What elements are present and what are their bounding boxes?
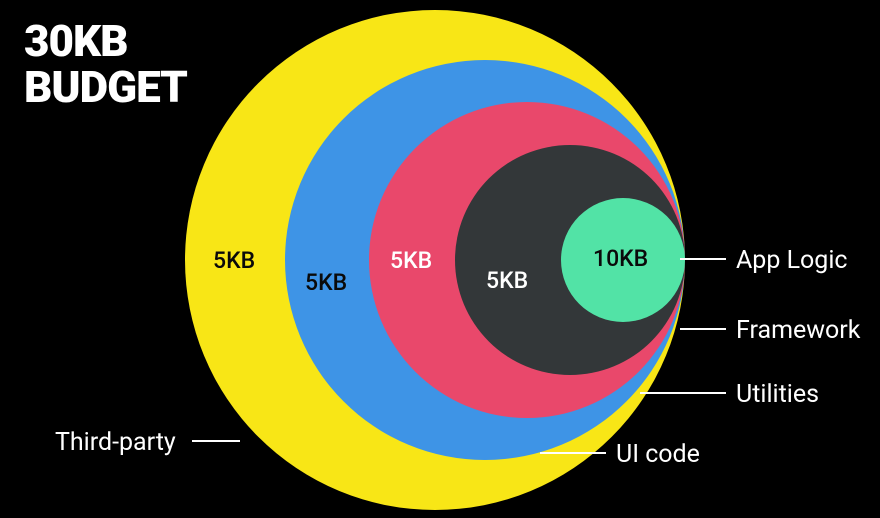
connector-third-party	[192, 440, 240, 442]
title-line2: BUDGET	[24, 61, 187, 113]
connector-ui-code	[540, 452, 606, 454]
connector-app-logic	[680, 258, 726, 260]
label-ui-code: UI code	[616, 440, 700, 469]
label-third-party: Third-party	[55, 428, 176, 457]
size-ui-code: 5KB	[305, 269, 347, 296]
title-line1: 30KB	[24, 15, 128, 67]
label-app-logic: App Logic	[736, 246, 848, 275]
size-third-party: 5KB	[213, 247, 255, 274]
budget-title: 30KB BUDGET	[24, 18, 187, 110]
size-framework: 5KB	[486, 267, 528, 294]
size-app-logic: 10KB	[593, 245, 648, 272]
size-utilities: 5KB	[390, 247, 432, 274]
connector-framework	[680, 328, 726, 330]
label-utilities: Utilities	[736, 380, 819, 409]
label-framework: Framework	[736, 316, 860, 345]
connector-utilities	[640, 392, 726, 394]
